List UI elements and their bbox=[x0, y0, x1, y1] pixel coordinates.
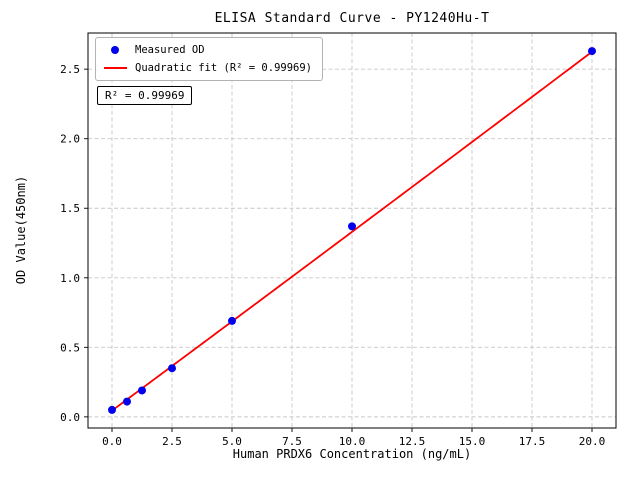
x-tick-label: 0.0 bbox=[102, 435, 122, 448]
x-tick-label: 12.5 bbox=[399, 435, 426, 448]
legend-marker-measured-od-icon bbox=[103, 46, 127, 54]
data-point bbox=[108, 405, 116, 414]
x-tick-label: 5.0 bbox=[222, 435, 242, 448]
y-tick-label: 1.0 bbox=[60, 272, 80, 285]
x-tick-label: 20.0 bbox=[579, 435, 606, 448]
x-axis-label: Human PRDX6 Concentration (ng/mL) bbox=[232, 447, 472, 461]
quadratic-fit-line bbox=[111, 51, 593, 412]
y-tick-label: 0.5 bbox=[60, 341, 80, 354]
x-tick-label: 7.5 bbox=[282, 435, 302, 448]
data-point bbox=[348, 222, 356, 231]
legend: Measured OD Quadratic fit (R² = 0.99969) bbox=[95, 37, 324, 81]
legend-label-quadratic-fit: Quadratic fit (R² = 0.99969) bbox=[135, 62, 313, 74]
legend-label-measured-od: Measured OD bbox=[135, 44, 205, 56]
y-tick-label: 1.5 bbox=[60, 202, 80, 215]
x-tick-label: 17.5 bbox=[519, 435, 546, 448]
data-point bbox=[588, 47, 596, 56]
x-tick-label: 10.0 bbox=[339, 435, 366, 448]
y-axis-label: OD Value(450nm) bbox=[14, 175, 28, 285]
legend-item-quadratic-fit: Quadratic fit (R² = 0.99969) bbox=[103, 62, 312, 74]
y-tick-label: 2.0 bbox=[60, 133, 80, 146]
y-tick-label: 0.0 bbox=[60, 411, 80, 424]
legend-marker-quadratic-fit-icon bbox=[103, 67, 127, 69]
data-point bbox=[168, 364, 176, 373]
r-squared-annotation: R² = 0.99969 bbox=[97, 86, 193, 105]
x-tick-label: 2.5 bbox=[162, 435, 182, 448]
data-point bbox=[228, 316, 236, 325]
legend-item-measured-od: Measured OD bbox=[103, 44, 312, 56]
y-tick-label: 2.5 bbox=[60, 63, 80, 76]
chart-title: ELISA Standard Curve - PY1240Hu-T bbox=[214, 11, 490, 26]
data-point bbox=[138, 386, 146, 395]
x-tick-label: 15.0 bbox=[459, 435, 486, 448]
data-point bbox=[123, 397, 131, 406]
